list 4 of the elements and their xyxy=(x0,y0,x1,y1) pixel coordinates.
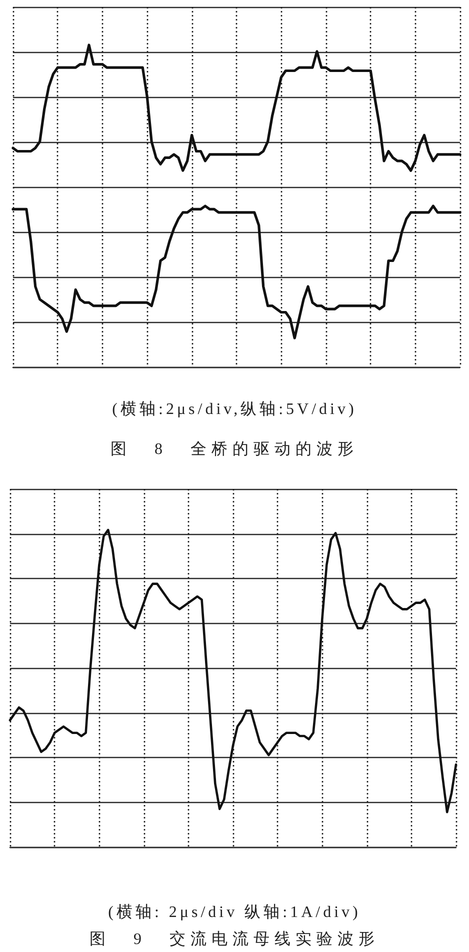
text: 图 8 全桥的驱动的波形 xyxy=(110,440,360,460)
text: 图 9 交流电流母线实验波形 xyxy=(88,930,380,950)
text: (横轴: 2μs/div 纵轴:1A/div) xyxy=(107,903,362,923)
text: (横轴:2μs/div,纵轴:5V/div) xyxy=(111,400,358,420)
